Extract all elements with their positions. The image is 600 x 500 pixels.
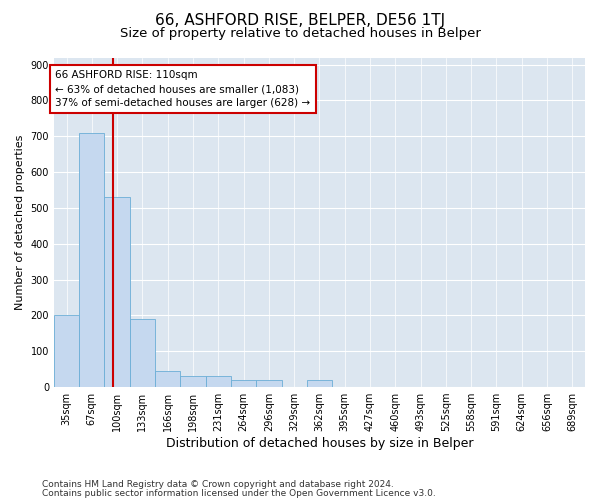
Bar bbox=[181, 376, 206, 387]
Bar bbox=[256, 380, 281, 387]
Bar bbox=[130, 319, 155, 387]
Text: 66, ASHFORD RISE, BELPER, DE56 1TJ: 66, ASHFORD RISE, BELPER, DE56 1TJ bbox=[155, 12, 445, 28]
Bar bbox=[206, 376, 231, 387]
Text: Contains public sector information licensed under the Open Government Licence v3: Contains public sector information licen… bbox=[42, 488, 436, 498]
Bar bbox=[79, 132, 104, 387]
Bar bbox=[307, 380, 332, 387]
Bar bbox=[54, 316, 79, 387]
X-axis label: Distribution of detached houses by size in Belper: Distribution of detached houses by size … bbox=[166, 437, 473, 450]
Text: 66 ASHFORD RISE: 110sqm
← 63% of detached houses are smaller (1,083)
37% of semi: 66 ASHFORD RISE: 110sqm ← 63% of detache… bbox=[55, 70, 310, 108]
Bar bbox=[155, 371, 181, 387]
Text: Contains HM Land Registry data © Crown copyright and database right 2024.: Contains HM Land Registry data © Crown c… bbox=[42, 480, 394, 489]
Bar bbox=[104, 197, 130, 387]
Text: Size of property relative to detached houses in Belper: Size of property relative to detached ho… bbox=[119, 28, 481, 40]
Y-axis label: Number of detached properties: Number of detached properties bbox=[15, 134, 25, 310]
Bar bbox=[231, 380, 256, 387]
